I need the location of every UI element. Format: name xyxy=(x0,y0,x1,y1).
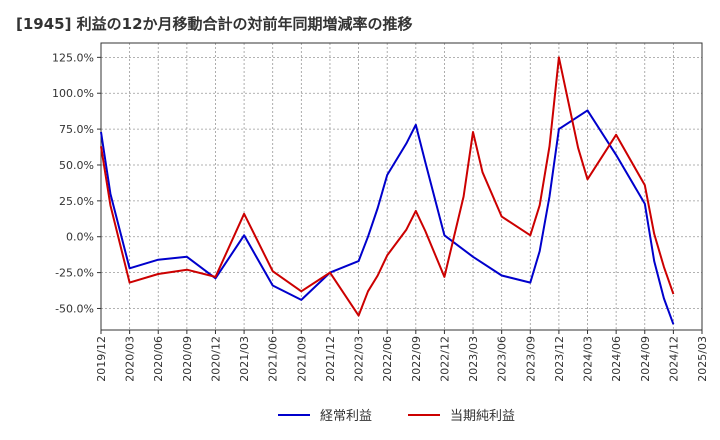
chart-title: [1945] 利益の12か月移動合計の対前年同期増減率の推移 xyxy=(16,15,413,33)
x-tick-label: 2024/09 xyxy=(639,336,652,382)
x-tick-label: 2023/09 xyxy=(524,336,537,382)
x-tick-label: 2020/06 xyxy=(152,336,165,382)
y-tick-label: -25.0% xyxy=(55,267,94,280)
legend-label: 経常利益 xyxy=(320,409,372,424)
x-tick-label: 2022/09 xyxy=(410,336,423,382)
x-tick-label: 2022/12 xyxy=(438,336,451,382)
x-tick-label: 2020/09 xyxy=(181,336,194,382)
x-tick-label: 2020/12 xyxy=(209,336,222,382)
x-tick-label: 2021/06 xyxy=(267,336,280,382)
x-tick-label: 2022/06 xyxy=(381,336,394,382)
y-tick-label: 75.0% xyxy=(59,123,94,136)
y-axis-ticks: -50.0% -25.0% 0.0% 25.0% 50.0% 75.0% 100.0% 125… xyxy=(52,51,101,315)
x-tick-label: 2025/03 xyxy=(696,336,709,382)
x-tick-label: 2021/03 xyxy=(238,336,251,382)
x-tick-label: 2023/03 xyxy=(467,336,480,382)
plot-area-frame xyxy=(100,42,703,331)
x-tick-label: 2019/12 xyxy=(95,336,108,382)
legend: 経常利益 当期純利益 xyxy=(278,409,515,424)
x-tick-label: 2021/09 xyxy=(295,336,308,382)
y-tick-label: 50.0% xyxy=(59,159,94,172)
y-tick-label: -50.0% xyxy=(55,302,94,315)
x-tick-label: 2021/12 xyxy=(324,336,337,382)
y-tick-label: 25.0% xyxy=(59,195,94,208)
grid-lines xyxy=(101,43,702,330)
x-tick-label: 2024/03 xyxy=(582,336,595,382)
legend-label: 当期純利益 xyxy=(450,409,515,424)
x-axis-ticks: 2019/12 2020/03 2020/06 2020/09 2020/12 2021/… xyxy=(95,330,709,382)
y-tick-label: 0.0% xyxy=(66,231,94,244)
x-tick-label: 2023/06 xyxy=(496,336,509,382)
y-tick-label: 100.0% xyxy=(52,87,94,100)
x-tick-label: 2024/06 xyxy=(610,336,623,382)
y-tick-label: 125.0% xyxy=(52,51,94,64)
x-tick-label: 2022/03 xyxy=(353,336,366,382)
series-line-当期純利益 xyxy=(100,56,675,317)
x-tick-label: 2024/12 xyxy=(667,336,680,382)
x-tick-label: 2020/03 xyxy=(124,336,137,382)
x-tick-label: 2023/12 xyxy=(553,336,566,382)
series-lines xyxy=(100,56,675,325)
